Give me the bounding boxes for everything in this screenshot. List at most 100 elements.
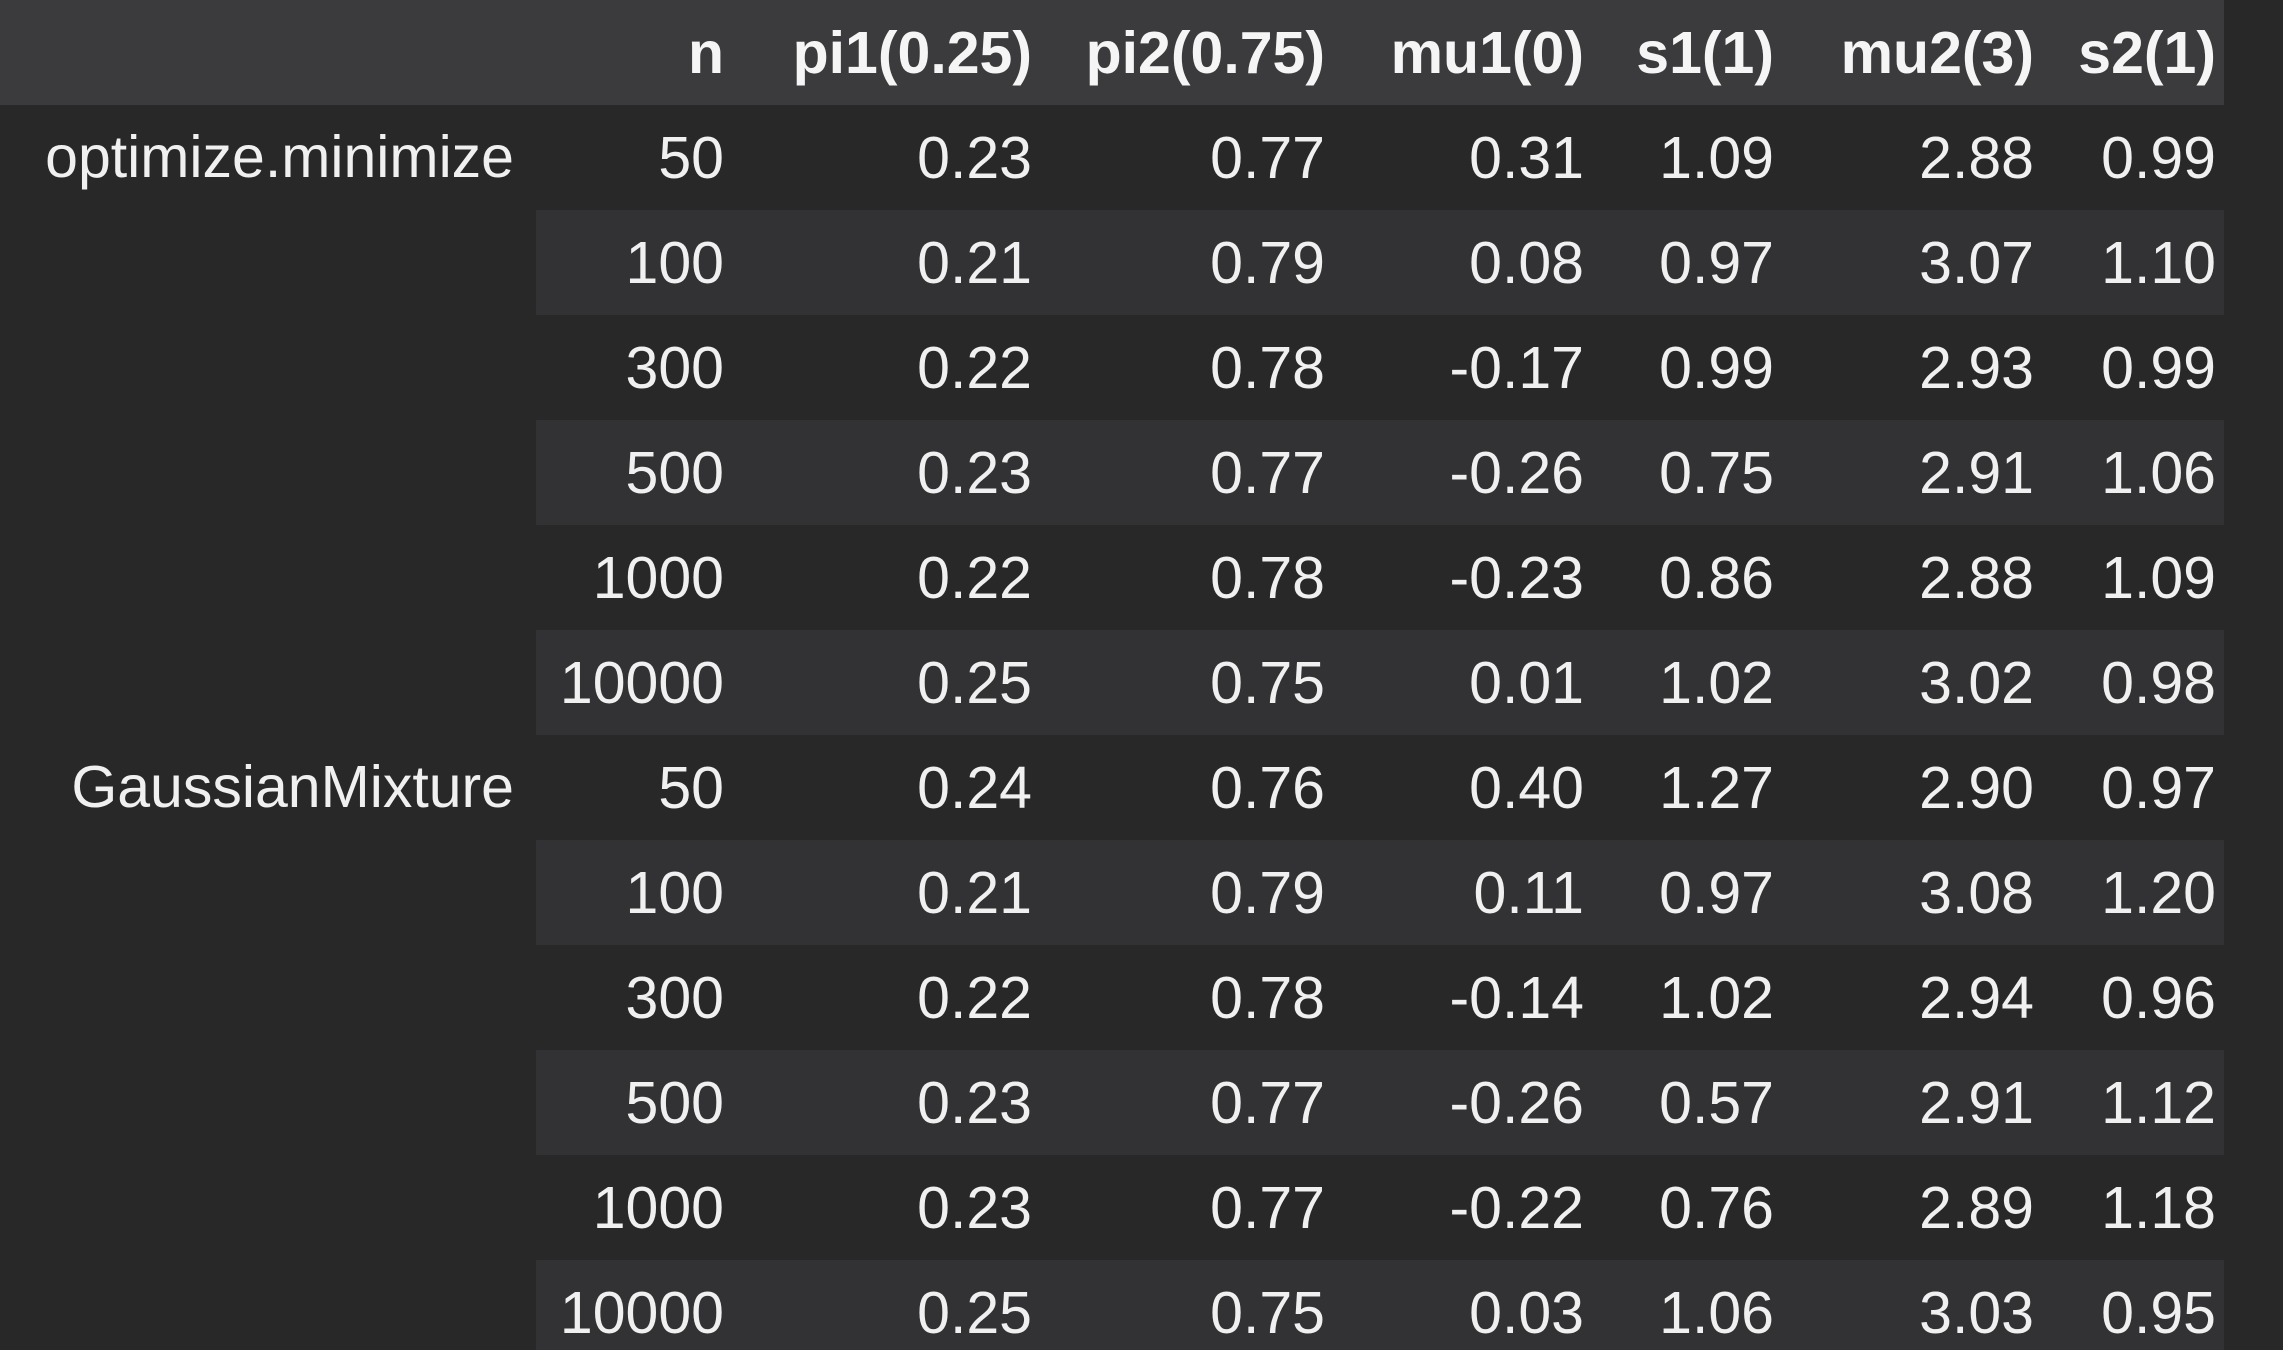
cell-mu2: 2.88: [1919, 124, 2034, 191]
cell-mu2: 3.08: [1782, 840, 2042, 945]
column-header-s1: s1(1): [1592, 0, 1782, 105]
cell-s1: 1.27: [1659, 754, 1774, 821]
cell-s2: 1.09: [2101, 544, 2216, 611]
cell-pi1: 0.23: [732, 420, 1040, 525]
cell-mu1: -0.23: [1449, 544, 1584, 611]
cell-n: 1000: [592, 544, 724, 611]
cell-s2: 0.95: [2042, 1260, 2224, 1350]
cell-s2: 0.96: [2101, 964, 2216, 1031]
cell-mu1: 0.08: [1333, 210, 1592, 315]
cell-s1: 0.99: [1659, 334, 1774, 401]
cell-pi2: 0.78: [1210, 964, 1325, 1031]
cell-mu1: -0.17: [1449, 334, 1584, 401]
cell-pi1: 0.21: [732, 210, 1040, 315]
table-row: 10000 0.25 0.75 0.03 1.06 3.03 0.95: [0, 1260, 2224, 1350]
cell-pi1: 0.25: [732, 630, 1040, 735]
cell-s2: 0.99: [2101, 334, 2216, 401]
cell-mu2: 2.91: [1782, 420, 2042, 525]
table-row: optimize.minimize 50 0.23 0.77 0.31 1.09…: [0, 105, 2224, 210]
cell-pi2: 0.77: [1040, 420, 1333, 525]
cell-mu2: 2.93: [1919, 334, 2034, 401]
cell-s2: 1.20: [2042, 840, 2224, 945]
cell-n: 500: [536, 1050, 732, 1155]
cell-mu2: 3.02: [1782, 630, 2042, 735]
cell-pi2: 0.77: [1210, 1174, 1325, 1241]
cell-mu1: 0.40: [1469, 754, 1584, 821]
cell-mu1: 0.01: [1333, 630, 1592, 735]
cell-mu2: 3.03: [1782, 1260, 2042, 1350]
table-row: 300 0.22 0.78 -0.17 0.99 2.93 0.99: [0, 315, 2224, 420]
cell-s1: 0.97: [1592, 840, 1782, 945]
table-row: GaussianMixture 50 0.24 0.76 0.40 1.27 2…: [0, 735, 2224, 840]
cell-s1: 0.97: [1592, 210, 1782, 315]
table-row: 300 0.22 0.78 -0.14 1.02 2.94 0.96: [0, 945, 2224, 1050]
column-header-s2: s2(1): [2042, 0, 2224, 105]
cell-s1: 1.02: [1592, 630, 1782, 735]
results-table: n pi1(0.25) pi2(0.75) mu1(0) s1(1) mu2(3…: [0, 0, 2224, 1350]
table-row: 500 0.23 0.77 -0.26 0.57 2.91 1.12: [0, 1050, 2224, 1155]
cell-mu2: 2.88: [1919, 544, 2034, 611]
table-row: 100 0.21 0.79 0.11 0.97 3.08 1.20: [0, 840, 2224, 945]
cell-pi1: 0.23: [917, 1174, 1032, 1241]
cell-pi2: 0.77: [1210, 124, 1325, 191]
row-group-label-optimize-minimize: optimize.minimize: [45, 124, 514, 190]
cell-n: 10000: [536, 1260, 732, 1350]
table-row: 10000 0.25 0.75 0.01 1.02 3.02 0.98: [0, 630, 2224, 735]
cell-pi1: 0.22: [917, 334, 1032, 401]
cell-mu1: 0.11: [1333, 840, 1592, 945]
column-header-mu1: mu1(0): [1333, 0, 1592, 105]
cell-n: 300: [625, 964, 724, 1031]
cell-pi1: 0.22: [917, 964, 1032, 1031]
cell-s2: 1.18: [2101, 1174, 2216, 1241]
cell-s1: 0.76: [1659, 1174, 1774, 1241]
cell-pi2: 0.76: [1210, 754, 1325, 821]
table-row: 100 0.21 0.79 0.08 0.97 3.07 1.10: [0, 210, 2224, 315]
column-header-index: [0, 0, 536, 105]
cell-s1: 1.02: [1659, 964, 1774, 1031]
cell-pi2: 0.75: [1040, 630, 1333, 735]
cell-n: 1000: [592, 1174, 724, 1241]
cell-n: 50: [658, 124, 724, 191]
cell-pi1: 0.24: [917, 754, 1032, 821]
cell-s1: 1.06: [1592, 1260, 1782, 1350]
cell-s2: 0.97: [2101, 754, 2216, 821]
cell-s2: 0.99: [2101, 124, 2216, 191]
cell-n: 10000: [536, 630, 732, 735]
cell-s1: 0.75: [1592, 420, 1782, 525]
cell-mu2: 2.91: [1782, 1050, 2042, 1155]
column-header-mu2: mu2(3): [1782, 0, 2042, 105]
cell-pi1: 0.23: [732, 1050, 1040, 1155]
row-group-label-gaussian-mixture: GaussianMixture: [71, 754, 514, 820]
column-header-pi2: pi2(0.75): [1040, 0, 1333, 105]
cell-pi1: 0.25: [732, 1260, 1040, 1350]
cell-pi2: 0.77: [1040, 1050, 1333, 1155]
cell-s1: 0.57: [1592, 1050, 1782, 1155]
cell-mu2: 2.94: [1919, 964, 2034, 1031]
cell-n: 100: [536, 840, 732, 945]
cell-s2: 1.10: [2042, 210, 2224, 315]
table-row: 1000 0.23 0.77 -0.22 0.76 2.89 1.18: [0, 1155, 2224, 1260]
cell-pi1: 0.22: [917, 544, 1032, 611]
cell-s1: 1.09: [1659, 124, 1774, 191]
cell-mu2: 2.90: [1919, 754, 2034, 821]
cell-s2: 1.06: [2042, 420, 2224, 525]
cell-n: 50: [658, 754, 724, 821]
cell-pi2: 0.75: [1040, 1260, 1333, 1350]
cell-mu1: 0.31: [1469, 124, 1584, 191]
cell-pi1: 0.23: [917, 124, 1032, 191]
cell-mu1: 0.03: [1333, 1260, 1592, 1350]
cell-mu2: 2.89: [1919, 1174, 2034, 1241]
cell-mu1: -0.26: [1333, 420, 1592, 525]
column-header-n: n: [536, 0, 732, 105]
table-row: 1000 0.22 0.78 -0.23 0.86 2.88 1.09: [0, 525, 2224, 630]
cell-mu2: 3.07: [1782, 210, 2042, 315]
cell-n: 500: [536, 420, 732, 525]
table-row: 500 0.23 0.77 -0.26 0.75 2.91 1.06: [0, 420, 2224, 525]
cell-pi2: 0.79: [1040, 210, 1333, 315]
cell-n: 100: [536, 210, 732, 315]
cell-s2: 0.98: [2042, 630, 2224, 735]
cell-n: 300: [625, 334, 724, 401]
cell-pi1: 0.21: [732, 840, 1040, 945]
cell-mu1: -0.14: [1449, 964, 1584, 1031]
cell-mu1: -0.26: [1333, 1050, 1592, 1155]
